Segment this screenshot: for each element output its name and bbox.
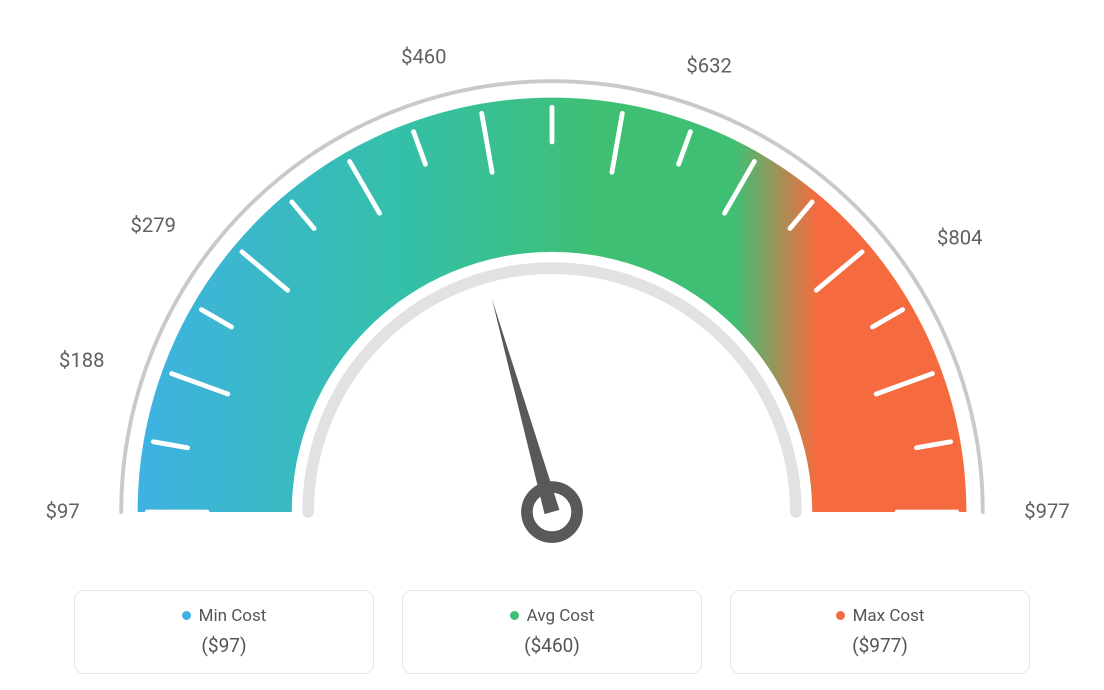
gauge-scale-label: $188 bbox=[59, 348, 104, 372]
gauge-chart-container: $97 $188 $279 $460 $632 $804 $977 Min Cost ($9… bbox=[0, 0, 1104, 690]
legend-max-value: ($977) bbox=[731, 634, 1029, 657]
gauge-svg: $97 $188 $279 $460 $632 $804 $977 bbox=[20, 20, 1084, 580]
legend-avg-label: Avg Cost bbox=[527, 606, 595, 626]
legend-min-value: ($97) bbox=[75, 634, 373, 657]
gauge-scale-label: $632 bbox=[686, 53, 731, 77]
legend-avg-value: ($460) bbox=[403, 634, 701, 657]
gauge-fill bbox=[138, 98, 967, 512]
legend-card-min: Min Cost ($97) bbox=[74, 590, 374, 674]
legend-card-avg: Avg Cost ($460) bbox=[402, 590, 702, 674]
dot-icon bbox=[836, 611, 845, 620]
gauge-scale-label: $804 bbox=[937, 225, 982, 249]
legend-max-top: Max Cost bbox=[836, 606, 925, 626]
legend-card-max: Max Cost ($977) bbox=[730, 590, 1030, 674]
legend-row: Min Cost ($97) Avg Cost ($460) Max Cost … bbox=[20, 590, 1084, 674]
legend-min-label: Min Cost bbox=[199, 606, 267, 626]
dot-icon bbox=[182, 611, 191, 620]
gauge-scale-label: $97 bbox=[46, 499, 80, 523]
gauge-scale-label: $279 bbox=[131, 213, 176, 237]
gauge-scale-label: $977 bbox=[1024, 499, 1069, 523]
dot-icon bbox=[510, 611, 519, 620]
legend-max-label: Max Cost bbox=[853, 606, 925, 626]
gauge-area: $97 $188 $279 $460 $632 $804 $977 bbox=[20, 20, 1084, 580]
legend-min-top: Min Cost bbox=[182, 606, 267, 626]
gauge-scale-label: $460 bbox=[401, 44, 446, 68]
legend-avg-top: Avg Cost bbox=[510, 606, 595, 626]
